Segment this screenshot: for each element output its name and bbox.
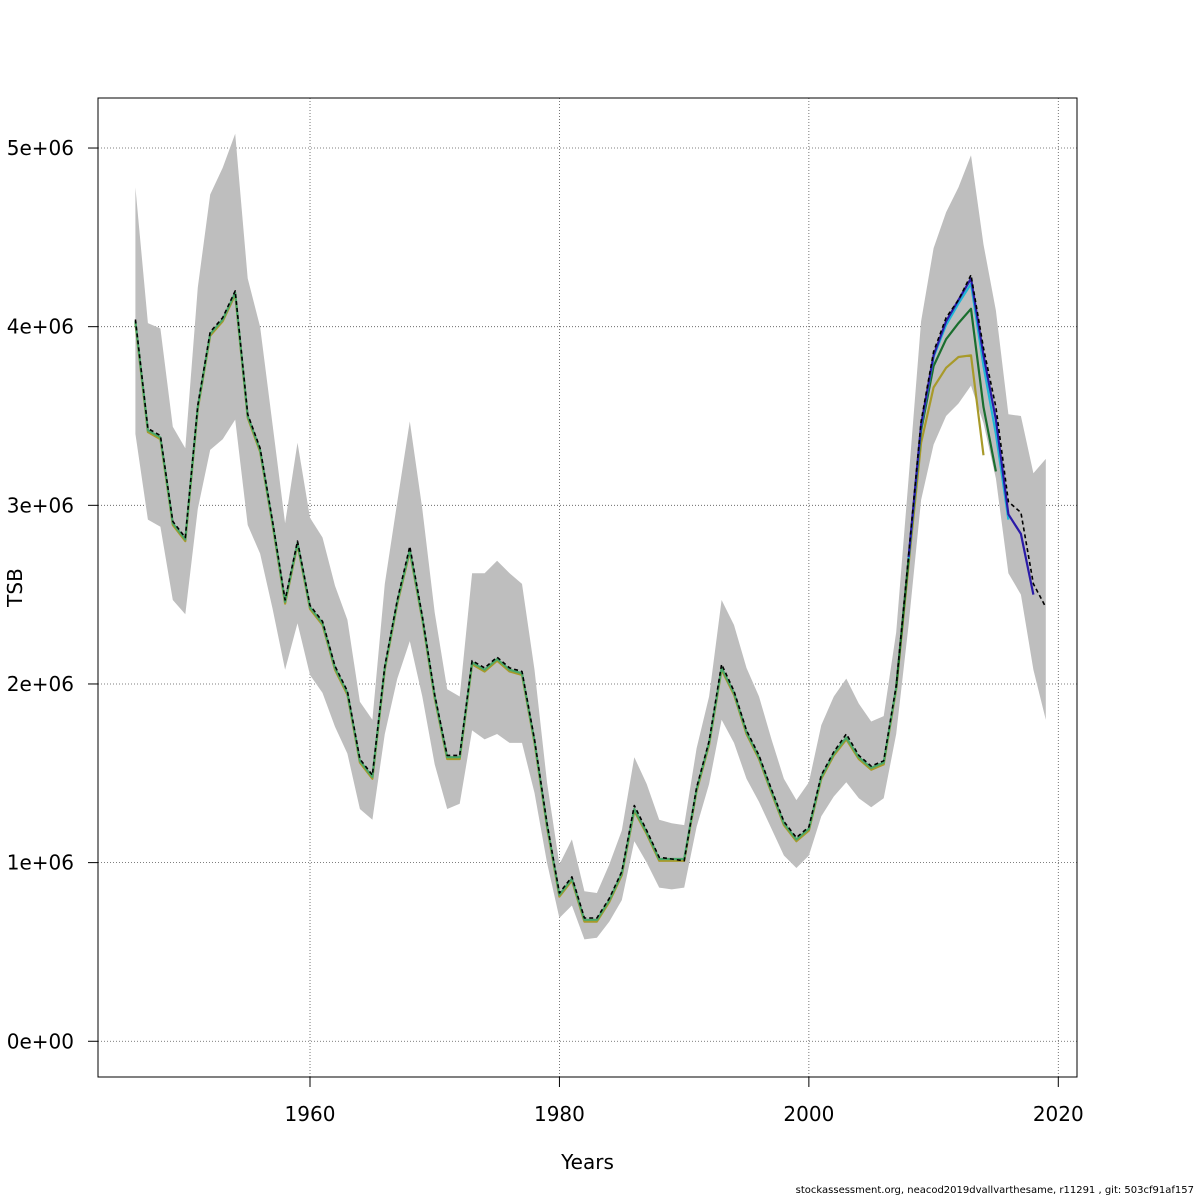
y-tick-label-0: 0e+00 [7, 1029, 74, 1053]
series-line-0 [134, 274, 1047, 919]
x-tick-label-1: 1980 [534, 1102, 585, 1126]
x-tick-label-0: 1960 [285, 1102, 336, 1126]
footer-credit: stockassessment.org, neacod2019dvallvart… [795, 1185, 1194, 1196]
y-axis-title: TSB [3, 568, 27, 608]
x-axis: 1960 1980 2000 2020 [285, 1077, 1084, 1126]
confidence-band [135, 133, 1046, 940]
y-tick-label-2: 2e+06 [7, 672, 74, 696]
y-tick-label-3: 3e+06 [7, 493, 74, 517]
x-axis-title: Years [560, 1150, 614, 1174]
y-tick-label-1: 1e+06 [7, 851, 74, 875]
x-tick-label-2: 2000 [783, 1102, 834, 1126]
x-tick-label-3: 2020 [1033, 1102, 1084, 1126]
series-layer [134, 274, 1047, 923]
y-tick-label-5: 5e+06 [7, 136, 74, 160]
y-tick-label-4: 4e+06 [7, 315, 74, 339]
y-axis: 0e+00 1e+06 2e+06 3e+06 4e+06 5e+06 [7, 136, 98, 1053]
confidence-band-layer [135, 133, 1046, 940]
plot-frame [97, 97, 1078, 1078]
